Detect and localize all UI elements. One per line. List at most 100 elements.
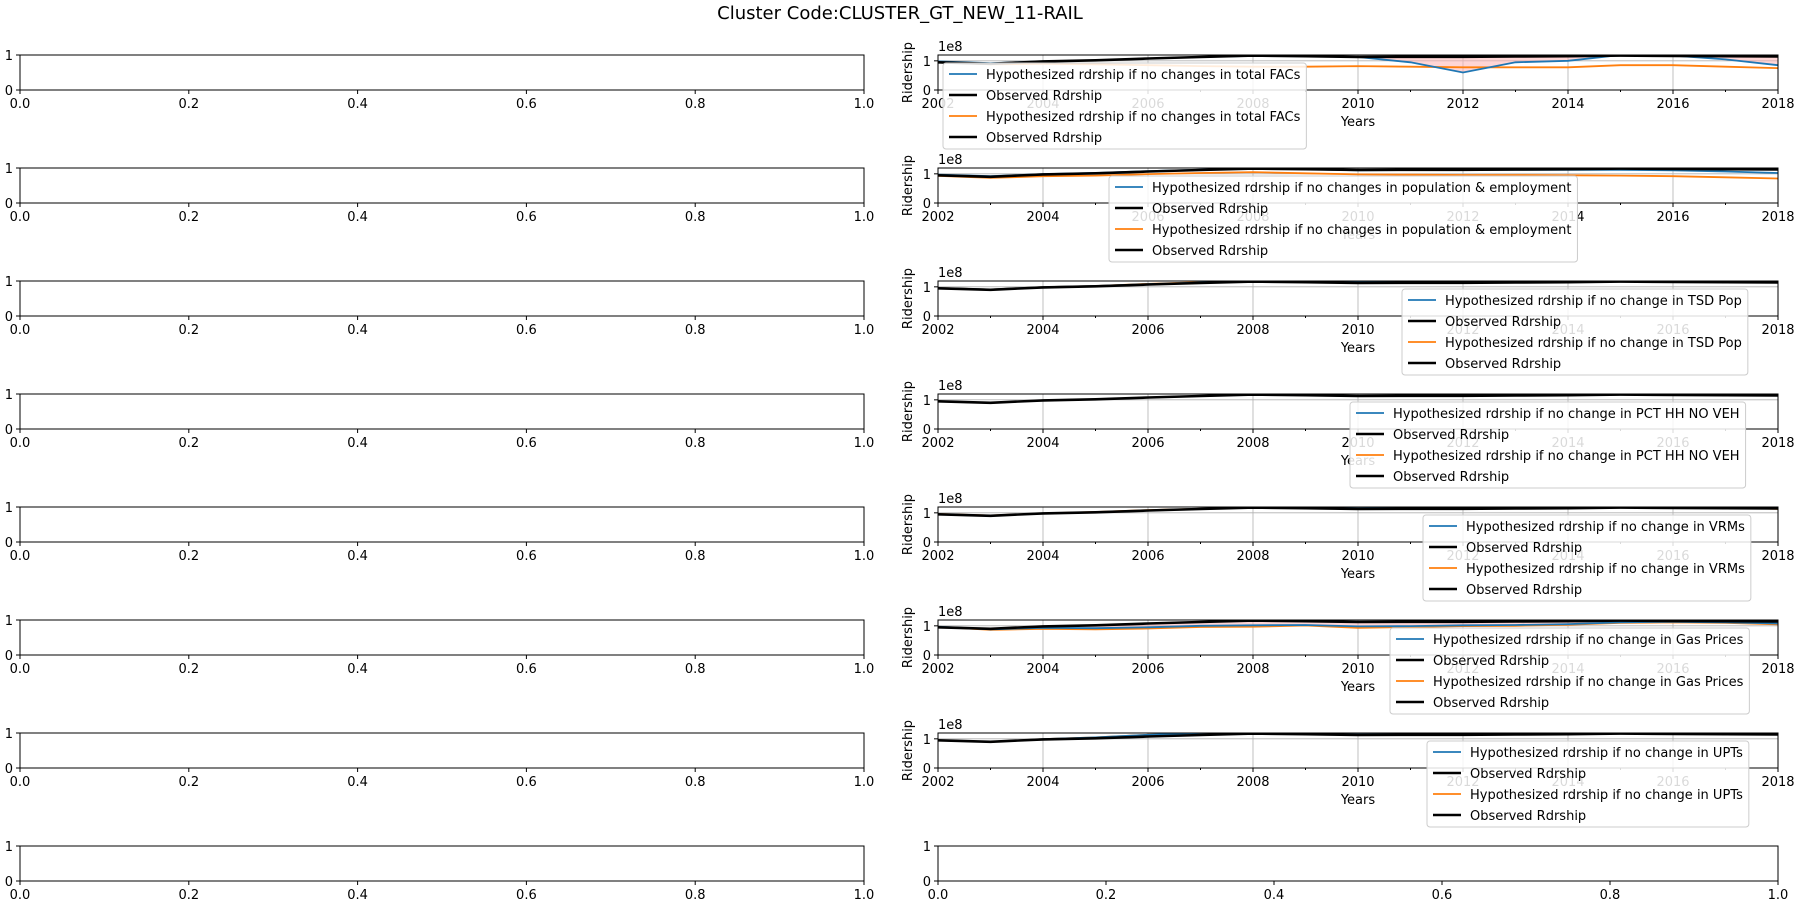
x-axis-label: Years xyxy=(1340,793,1376,808)
ridership-panel-3: 011e820022004200620082010201220142016201… xyxy=(901,266,1795,376)
empty-axes-left-4: 0 1 0.0 0.2 0.4 0.6 0.8 1.0 xyxy=(5,388,875,451)
y-tick-label: 0 xyxy=(5,84,13,99)
axes-frame xyxy=(19,54,865,91)
x-axis-label: Years xyxy=(1340,115,1376,130)
x-tick-label: 0.2 xyxy=(178,210,199,225)
y-tick-label: 0 xyxy=(923,762,931,777)
empty-axes-left-2: 0 1 0.0 0.2 0.4 0.6 0.8 1.0 xyxy=(5,162,875,225)
x-tick-label: 1.0 xyxy=(854,662,875,677)
legend-label: Observed Rdrship xyxy=(1152,244,1268,259)
x-tick-label: 0.0 xyxy=(10,323,31,338)
y-axis-label: Ridership xyxy=(901,155,916,216)
series-line-observed xyxy=(938,620,1778,631)
x-tick-label: 0.8 xyxy=(1600,888,1621,900)
x-tick-label: 0.6 xyxy=(516,549,537,564)
legend-label: Observed Rdrship xyxy=(986,89,1102,104)
x-tick-label: 0.6 xyxy=(516,97,537,112)
ridership-panel-7: 011e820022004200620082010201220142016201… xyxy=(901,718,1795,828)
series-line-observed xyxy=(938,168,1778,179)
y-tick-label: 0 xyxy=(923,423,931,438)
y-axis-label: Ridership xyxy=(901,720,916,781)
x-tick-label: 0.8 xyxy=(685,549,706,564)
ridership-panel-2: 011e820022004200620082010201220142016201… xyxy=(901,153,1795,263)
x-tick-label: 0.6 xyxy=(516,662,537,677)
empty-axes-left-6: 0 1 0.0 0.2 0.4 0.6 0.8 1.0 xyxy=(5,614,875,677)
y-axis-label: Ridership xyxy=(901,607,916,668)
y-axis-label: Ridership xyxy=(901,494,916,555)
x-tick-label: 0.6 xyxy=(1432,888,1453,900)
x-tick-label: 0.0 xyxy=(928,888,949,900)
y-tick-label: 0 xyxy=(923,875,931,890)
legend: Hypothesized rdrship if no change in UPT… xyxy=(1426,740,1750,828)
legend-label: Hypothesized rdrship if no change in Gas… xyxy=(1433,675,1744,690)
x-tick-label: 0.0 xyxy=(10,775,31,790)
x-tick-label: 2002 xyxy=(921,775,954,790)
x-tick-label: 2008 xyxy=(1236,662,1269,677)
x-tick-label: 1.0 xyxy=(854,210,875,225)
y-tick-label: 1 xyxy=(5,727,13,742)
axes-frame xyxy=(19,619,865,656)
legend-label: Hypothesized rdrship if no change in UPT… xyxy=(1470,746,1743,761)
legend-label: Observed Rdrship xyxy=(986,131,1102,146)
axes-frame xyxy=(19,732,865,769)
series-line-observed xyxy=(938,55,1778,66)
x-tick-label: 0.6 xyxy=(516,775,537,790)
y-tick-label: 0 xyxy=(923,84,931,99)
x-tick-label: 2018 xyxy=(1761,549,1794,564)
difference-band xyxy=(938,55,1778,73)
x-tick-label: 0.4 xyxy=(347,888,368,900)
legend-label: Hypothesized rdrship if no change in VRM… xyxy=(1466,562,1745,577)
y-tick-label: 1 xyxy=(923,733,931,748)
x-tick-label: 2010 xyxy=(1341,775,1374,790)
empty-axes-left-5: 0 1 0.0 0.2 0.4 0.6 0.8 1.0 xyxy=(5,501,875,564)
x-tick-label: 2014 xyxy=(1551,97,1584,112)
y-tick-label: 1 xyxy=(5,275,13,290)
legend: Hypothesized rdrship if no changes in to… xyxy=(942,62,1307,150)
x-tick-label: 2018 xyxy=(1761,210,1794,225)
x-tick-label: 0.2 xyxy=(178,775,199,790)
x-tick-label: 2006 xyxy=(1131,323,1164,338)
x-tick-label: 2010 xyxy=(1341,549,1374,564)
y-axis-label: Ridership xyxy=(901,381,916,442)
empty-axes-left-7: 0 1 0.0 0.2 0.4 0.6 0.8 1.0 xyxy=(5,727,875,790)
x-tick-label: 0.6 xyxy=(516,888,537,900)
x-tick-label: 2004 xyxy=(1026,775,1059,790)
series-line-hypothesized-orange xyxy=(938,171,1778,180)
y-tick-label: 1 xyxy=(923,281,931,296)
x-tick-label: 2006 xyxy=(1131,775,1164,790)
x-tick-label: 2006 xyxy=(1131,549,1164,564)
legend-box xyxy=(1349,401,1747,489)
x-tick-label: 0.6 xyxy=(516,323,537,338)
x-tick-label: 2002 xyxy=(921,662,954,677)
empty-axes-right-8: 0 1 0.0 0.2 0.4 0.6 0.8 1.0 xyxy=(923,840,1789,900)
x-tick-label: 0.0 xyxy=(10,436,31,451)
legend-box xyxy=(1422,514,1752,602)
x-tick-label: 2006 xyxy=(1131,662,1164,677)
x-tick-label: 1.0 xyxy=(854,436,875,451)
legend-box xyxy=(942,62,1307,150)
x-axis-label: Years xyxy=(1340,567,1376,582)
y-tick-label: 1 xyxy=(923,168,931,183)
y-tick-label: 1 xyxy=(5,162,13,177)
x-tick-label: 2010 xyxy=(1341,662,1374,677)
y-tick-label: 0 xyxy=(5,310,13,325)
x-tick-label: 0.4 xyxy=(347,662,368,677)
axes-frame xyxy=(19,845,865,882)
y-tick-label: 1 xyxy=(5,501,13,516)
series-line-hypothesized-blue xyxy=(938,620,1778,631)
x-tick-label: 2004 xyxy=(1026,436,1059,451)
x-tick-label: 2016 xyxy=(1656,210,1689,225)
legend: Hypothesized rdrship if no change in VRM… xyxy=(1422,514,1752,602)
x-axis-label: Years xyxy=(1340,341,1376,356)
ridership-panel-1: 011e820022004200620082010201220142016201… xyxy=(901,40,1795,150)
x-tick-label: 2004 xyxy=(1026,323,1059,338)
x-tick-label: 0.4 xyxy=(347,323,368,338)
y-offset-label: 1e8 xyxy=(938,718,963,733)
x-tick-label: 0.0 xyxy=(10,97,31,112)
y-tick-label: 0 xyxy=(5,875,13,890)
y-offset-label: 1e8 xyxy=(938,266,963,281)
legend-label: Hypothesized rdrship if no change in PCT… xyxy=(1393,407,1740,422)
x-tick-label: 1.0 xyxy=(854,97,875,112)
y-offset-label: 1e8 xyxy=(938,605,963,620)
x-tick-label: 2004 xyxy=(1026,662,1059,677)
